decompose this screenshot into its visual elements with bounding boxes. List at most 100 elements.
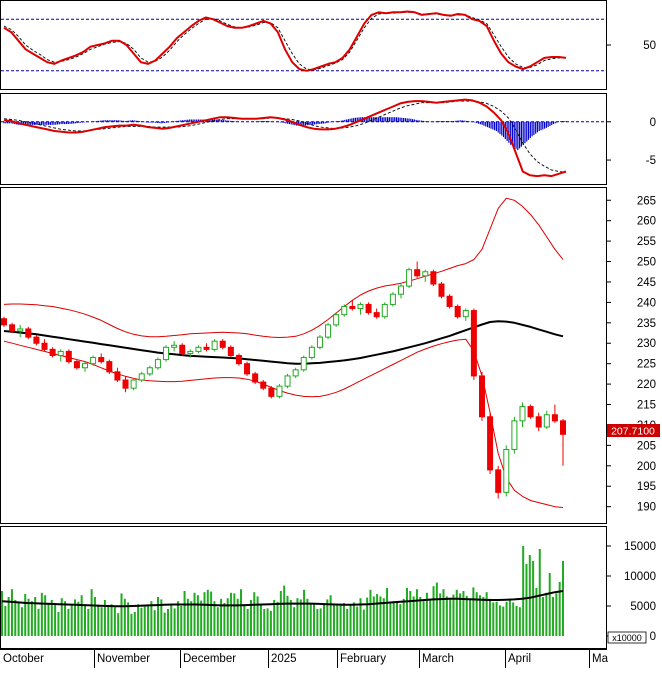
volume-bar [505, 601, 508, 636]
volume-bar [399, 604, 402, 636]
volume-bar [233, 593, 236, 636]
volume-bar [502, 606, 505, 636]
candle-body [397, 285, 404, 295]
candle-body [130, 379, 137, 389]
volume-bar [472, 587, 475, 636]
candle-body [430, 271, 437, 285]
volume-bar [203, 592, 206, 636]
volume-bar [528, 555, 531, 636]
candle-body [17, 328, 24, 332]
volume-bar [220, 598, 223, 636]
volume-bar [77, 601, 80, 636]
candle-body [171, 344, 178, 348]
candle-body [357, 303, 364, 310]
volume-bar [515, 606, 518, 636]
volume-bar [200, 600, 203, 636]
volume-bar [127, 602, 130, 636]
volume-bar [492, 602, 495, 636]
candle-body [82, 363, 89, 369]
bollinger-upper-band [3, 197, 564, 338]
candle-body [487, 416, 494, 471]
candle-body [560, 420, 566, 435]
volume-y-tick-label: 10000 [624, 571, 656, 583]
volume-bar [37, 609, 40, 636]
candle-body [300, 357, 307, 371]
volume-bar [475, 592, 478, 636]
candle-body [454, 305, 461, 318]
volume-bar [419, 597, 422, 636]
volume-bar [193, 592, 196, 636]
candle-body [49, 348, 56, 356]
month-label-april: April [508, 653, 531, 665]
price-y-tick-label: 235 [637, 318, 656, 330]
candle-body [284, 375, 291, 387]
volume-bar [266, 608, 269, 636]
volume-bar [256, 596, 259, 636]
volume-bar [382, 598, 385, 636]
volume-bar [332, 604, 335, 636]
volume-bar [34, 597, 37, 636]
volume-bar [160, 599, 163, 636]
volume-bar [236, 598, 239, 636]
price-y-tick-label: 230 [637, 338, 656, 350]
volume-bar [186, 598, 189, 636]
volume-bar [445, 596, 448, 636]
candle-body [292, 369, 299, 377]
month-label-november: November [97, 653, 150, 665]
volume-bar [336, 605, 339, 636]
volume-bar [299, 599, 302, 636]
volume-bar [372, 596, 375, 636]
x-axis: October November December 2025 February … [0, 649, 609, 668]
volume-bar [253, 592, 256, 636]
candle-body [235, 355, 242, 365]
volume-bar [133, 612, 136, 636]
month-label-march: March [422, 653, 454, 665]
stochastic-main-line [3, 10, 567, 72]
volume-bar [40, 592, 43, 636]
price-y-tick-label: 215 [637, 400, 656, 412]
volume-bar [276, 601, 279, 636]
candle-body [446, 295, 453, 307]
volume-bar [54, 604, 57, 636]
volume-multiplier-label: x10000 [612, 633, 642, 643]
volume-bar [542, 597, 545, 636]
candle-body [65, 350, 72, 363]
volume-bar [429, 600, 432, 636]
volume-bar [366, 597, 369, 636]
volume-bar [150, 601, 153, 636]
candle-body [341, 305, 348, 316]
volume-bar [362, 609, 365, 636]
candle-body [138, 373, 145, 381]
volume-bar [44, 595, 47, 636]
volume-bar [322, 604, 325, 636]
candle-body [462, 310, 469, 318]
candle-body [154, 359, 161, 369]
candle-body [252, 373, 259, 383]
volume-bar [462, 591, 465, 636]
volume-bar [240, 589, 243, 636]
volume-bar [293, 607, 296, 636]
candle-body [543, 414, 550, 428]
volume-bar [143, 606, 146, 636]
volume-bar [545, 592, 548, 636]
volume-bar [226, 598, 229, 636]
volume-bar [47, 603, 50, 636]
month-label-october: October [3, 653, 44, 665]
volume-bar [296, 598, 299, 636]
stochastic-panel [0, 0, 607, 90]
volume-bar [259, 604, 262, 636]
volume-bar [113, 607, 116, 636]
volume-bar [356, 606, 359, 636]
month-label-may: Ma [592, 653, 609, 665]
volume-bar [359, 598, 362, 636]
volume-bar [140, 607, 143, 636]
volume-bar [210, 591, 213, 636]
price-y-tick-label: 220 [637, 379, 656, 391]
volume-bar [469, 598, 472, 636]
volume-bar [30, 601, 33, 636]
volume-bar [352, 602, 355, 636]
volume-bar [107, 606, 110, 636]
volume-bar [213, 601, 216, 636]
volume-bar [263, 609, 266, 636]
